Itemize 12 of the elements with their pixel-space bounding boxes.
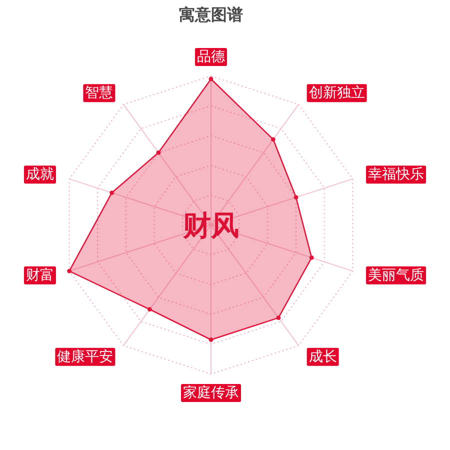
- category-label: 成就: [24, 166, 56, 184]
- text: 财风: [182, 208, 239, 242]
- category-label: 财富: [24, 266, 56, 284]
- category-label: 美丽气质: [366, 266, 426, 284]
- chart-title: 寓意图谱: [179, 5, 243, 24]
- category-label: 家庭传承: [181, 384, 241, 402]
- category-label: 创新独立: [306, 84, 367, 102]
- category-label: 幸福快乐: [366, 166, 426, 184]
- category-label: 智慧: [83, 84, 116, 102]
- category-label: 品德: [195, 48, 227, 66]
- category-label: 健康平安: [55, 348, 116, 366]
- category-label: 成长: [306, 348, 339, 366]
